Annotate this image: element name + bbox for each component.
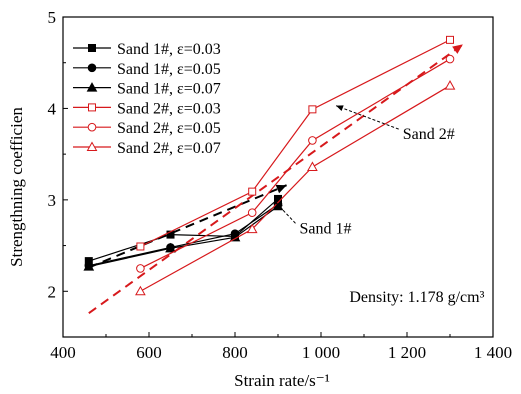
data-point: [444, 80, 456, 90]
series-line: [88, 205, 279, 268]
data-point: [246, 223, 258, 234]
annotation-label: Sand 2#: [403, 126, 455, 143]
x-tick-label: 800: [222, 343, 248, 362]
x-tick-label: 1 200: [388, 343, 426, 362]
trend-line: [88, 184, 287, 269]
x-tick-label: 400: [50, 343, 76, 362]
data-point: [165, 242, 176, 253]
x-tick-label: 1 400: [474, 343, 512, 362]
y-axis-title: Strengthning coefficien: [7, 107, 26, 267]
legend-marker: [87, 63, 97, 73]
series-line: [140, 39, 451, 248]
y-tick-label: 3: [48, 191, 57, 210]
data-point: [83, 261, 95, 271]
y-tick-label: 2: [48, 282, 57, 301]
data-point: [247, 208, 257, 217]
legend-label: Sand 1#, ε=0.03: [117, 41, 221, 58]
data-point: [307, 161, 318, 171]
legend: Sand 1#, ε=0.03 Sand 1#, ε=0.05 Sand 1#, ε…: [73, 41, 221, 157]
data-point: [446, 35, 454, 44]
series-line: [140, 58, 451, 269]
annotation-arrowhead: [336, 105, 344, 111]
y-tick-label: 4: [48, 99, 57, 118]
trend-arrowhead: [275, 184, 287, 194]
trend-arrowhead: [452, 44, 463, 54]
series-line: [88, 203, 279, 267]
axes-layer: 400 600 800 1 000 1 200 1 400 2 3 4 5: [48, 8, 513, 362]
legend-label: Sand 1#, ε=0.05: [117, 61, 221, 78]
data-point: [445, 54, 455, 64]
legend-marker: [88, 103, 96, 112]
legend-marker: [88, 44, 96, 52]
legend-label: Sand 1#, ε=0.07: [117, 81, 221, 98]
data-point: [135, 285, 146, 296]
legend-marker: [86, 141, 98, 151]
x-tick-label: 1 000: [302, 343, 340, 362]
data-point: [136, 264, 145, 273]
series-line: [88, 198, 279, 262]
legend-label: Sand 2#, ε=0.05: [117, 120, 221, 137]
data-point: [248, 187, 257, 196]
legend-label: Sand 2#, ε=0.03: [117, 100, 221, 117]
data-point: [308, 105, 317, 114]
y-tick-label: 5: [48, 8, 57, 27]
data-point: [136, 242, 145, 251]
legend-marker: [87, 122, 97, 132]
x-tick-label: 600: [136, 343, 162, 362]
legend-label: Sand 2#, ε=0.07: [117, 140, 221, 157]
annotation-label: Sand 1#: [300, 220, 352, 237]
plot-layer: Sand 1# Sand 2# Density: 1.178 g/cm³: [83, 35, 485, 315]
annotation-arrow-line: [335, 105, 399, 130]
data-point: [308, 136, 317, 145]
annotation-arrowhead: [275, 202, 283, 210]
series-line: [140, 85, 451, 292]
annotation-label: Density: 1.178 g/cm³: [349, 289, 484, 306]
legend-marker: [86, 82, 98, 92]
x-axis-title: Strain rate/s⁻¹: [234, 371, 330, 390]
trend-line: [88, 43, 464, 315]
